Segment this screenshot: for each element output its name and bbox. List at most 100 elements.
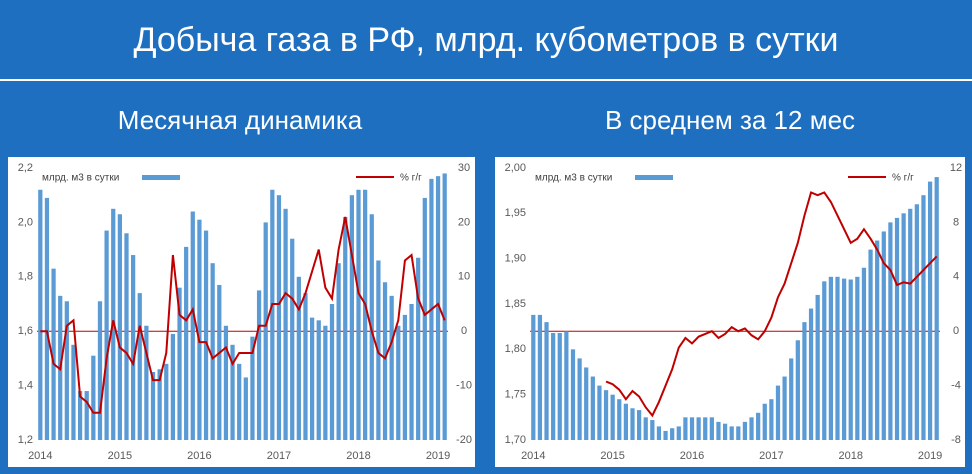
x-tick-label: 2019 xyxy=(918,450,942,462)
bar xyxy=(38,189,43,440)
bar xyxy=(157,369,162,440)
bar xyxy=(537,314,543,440)
y2-tick-label: -4 xyxy=(951,380,961,392)
bar xyxy=(150,372,156,440)
y2-tick-label: 0 xyxy=(461,325,467,337)
x-tick-label: 2015 xyxy=(108,450,132,462)
y-tick-label: 2,00 xyxy=(505,162,526,174)
bar xyxy=(670,428,675,440)
y2-tick-label: 10 xyxy=(458,271,470,283)
bar xyxy=(584,367,589,440)
bar xyxy=(921,195,926,440)
bar xyxy=(402,314,408,440)
line xyxy=(40,216,446,414)
bar xyxy=(250,336,255,440)
bar xyxy=(309,317,315,440)
bar xyxy=(835,276,840,440)
bar xyxy=(762,403,767,440)
y2-tick-label: 12 xyxy=(950,162,962,174)
bar xyxy=(276,195,282,440)
bar xyxy=(197,219,202,440)
y-tick-label: 1,8 xyxy=(18,271,33,283)
legend-label: млрд. м3 в сутки xyxy=(42,173,119,184)
y-tick-label: 2,0 xyxy=(18,216,33,228)
bar xyxy=(881,231,886,440)
bar xyxy=(283,208,288,440)
bar xyxy=(316,320,321,440)
bar xyxy=(363,189,368,440)
bar xyxy=(722,423,728,440)
bar xyxy=(336,263,341,440)
bar xyxy=(841,278,847,440)
legend-label: млрд. м3 в сутки xyxy=(535,173,612,184)
bar xyxy=(435,176,441,440)
legend-label: % г/г xyxy=(892,173,914,184)
bar xyxy=(170,333,176,440)
bar xyxy=(636,410,642,440)
bar xyxy=(934,177,939,441)
bar xyxy=(815,294,820,440)
bar xyxy=(184,246,189,440)
bar xyxy=(597,385,602,440)
bar xyxy=(868,249,873,440)
bar xyxy=(382,282,388,440)
bar xyxy=(623,403,629,440)
bar xyxy=(164,363,169,440)
x-tick-label: 2017 xyxy=(759,450,783,462)
x-tick-label: 2019 xyxy=(426,450,450,462)
x-tick-label: 2018 xyxy=(346,450,370,462)
bar xyxy=(782,376,787,440)
y2-tick-label: 4 xyxy=(953,271,959,283)
bar xyxy=(544,322,549,440)
bar xyxy=(861,267,867,440)
bar xyxy=(643,417,648,440)
bar xyxy=(343,216,348,440)
bar xyxy=(303,293,308,440)
legend-swatch xyxy=(635,175,673,180)
bar xyxy=(263,222,268,440)
y2-tick-label: -20 xyxy=(456,434,472,446)
bar xyxy=(703,417,708,440)
bar xyxy=(243,377,248,440)
bar xyxy=(848,279,853,440)
bar xyxy=(822,281,827,440)
bar xyxy=(696,417,701,440)
bar xyxy=(749,417,754,440)
bar xyxy=(908,208,913,440)
bar xyxy=(756,412,761,440)
bar xyxy=(44,197,50,440)
bar xyxy=(617,399,622,440)
bar xyxy=(51,268,56,440)
bar xyxy=(124,233,129,440)
page-title: Добыча газа в РФ, млрд. кубометров в сут… xyxy=(133,21,838,59)
legend-label: % г/г xyxy=(400,173,422,184)
bar xyxy=(389,295,394,440)
bar xyxy=(650,420,655,440)
bar xyxy=(356,189,361,440)
bar xyxy=(914,204,919,440)
y-tick-label: 1,4 xyxy=(18,380,33,392)
y-tick-label: 1,90 xyxy=(505,253,526,265)
bar xyxy=(223,325,229,440)
x-tick-label: 2014 xyxy=(521,450,545,462)
line xyxy=(605,191,938,418)
bar xyxy=(808,308,814,440)
y-tick-label: 1,6 xyxy=(18,325,33,337)
bar xyxy=(210,263,215,440)
bar xyxy=(590,376,595,440)
bar xyxy=(137,293,142,440)
bar xyxy=(416,257,421,440)
bar xyxy=(203,230,209,440)
bar xyxy=(190,211,195,440)
x-tick-label: 2016 xyxy=(680,450,704,462)
x-tick-label: 2014 xyxy=(28,450,52,462)
y2-tick-label: 20 xyxy=(458,216,470,228)
y2-tick-label: -10 xyxy=(456,380,472,392)
bar xyxy=(422,197,427,440)
bar xyxy=(577,358,582,440)
bar xyxy=(329,304,335,440)
bar xyxy=(564,331,569,440)
bar xyxy=(795,340,800,440)
bar xyxy=(551,333,556,440)
y2-tick-label: 30 xyxy=(458,162,470,174)
